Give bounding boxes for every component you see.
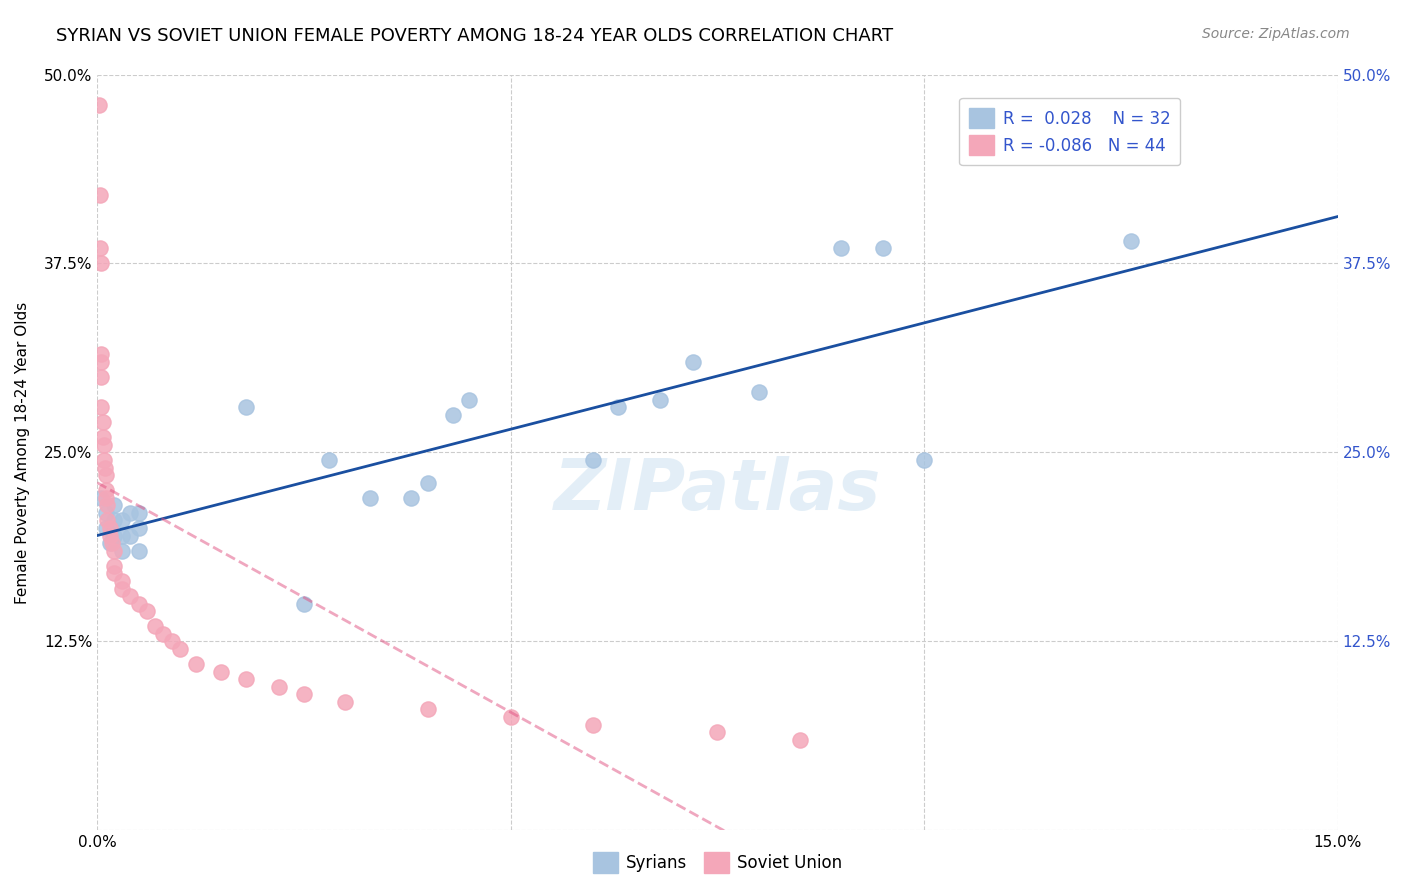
Point bbox=[160, 634, 183, 648]
Point bbox=[111, 513, 134, 527]
Point bbox=[94, 506, 117, 520]
Point bbox=[143, 619, 166, 633]
Point bbox=[103, 528, 125, 542]
Point bbox=[103, 566, 125, 581]
Point bbox=[607, 400, 630, 414]
Point bbox=[89, 188, 111, 202]
Point bbox=[269, 680, 291, 694]
Point bbox=[912, 453, 935, 467]
Point bbox=[748, 384, 770, 399]
Point bbox=[789, 732, 811, 747]
Point bbox=[111, 528, 134, 542]
Point bbox=[401, 491, 423, 505]
Point bbox=[359, 491, 381, 505]
Point bbox=[706, 725, 728, 739]
Point bbox=[416, 702, 439, 716]
Point bbox=[93, 453, 115, 467]
Point bbox=[98, 536, 121, 550]
Point bbox=[872, 241, 894, 255]
Point bbox=[335, 695, 357, 709]
Point bbox=[98, 528, 121, 542]
Point bbox=[89, 241, 111, 255]
Point bbox=[94, 483, 117, 498]
Point bbox=[103, 543, 125, 558]
Point bbox=[96, 499, 118, 513]
Point bbox=[318, 453, 340, 467]
Point bbox=[135, 604, 157, 618]
Point bbox=[582, 453, 605, 467]
Point bbox=[111, 543, 134, 558]
Point bbox=[128, 543, 150, 558]
Point bbox=[292, 687, 315, 701]
Point bbox=[169, 642, 191, 657]
Point bbox=[90, 347, 112, 361]
Point bbox=[235, 672, 257, 686]
Point bbox=[441, 408, 464, 422]
Point bbox=[93, 460, 115, 475]
Point bbox=[648, 392, 671, 407]
Point bbox=[103, 499, 125, 513]
Point bbox=[90, 491, 112, 505]
Point bbox=[90, 355, 112, 369]
Point bbox=[152, 627, 174, 641]
Point bbox=[120, 528, 142, 542]
Point bbox=[582, 717, 605, 731]
Point bbox=[87, 97, 110, 112]
Point bbox=[94, 468, 117, 483]
Point bbox=[90, 369, 112, 384]
Point bbox=[93, 438, 115, 452]
Point bbox=[186, 657, 208, 672]
Point bbox=[98, 521, 121, 535]
Point bbox=[499, 710, 522, 724]
Point bbox=[682, 355, 704, 369]
Point bbox=[103, 513, 125, 527]
Point bbox=[94, 521, 117, 535]
Point bbox=[120, 506, 142, 520]
Point bbox=[96, 513, 118, 527]
Text: ZIPatlas: ZIPatlas bbox=[554, 456, 882, 524]
Point bbox=[128, 506, 150, 520]
Y-axis label: Female Poverty Among 18-24 Year Olds: Female Poverty Among 18-24 Year Olds bbox=[15, 301, 30, 604]
Point bbox=[416, 475, 439, 490]
Point bbox=[120, 589, 142, 603]
Point bbox=[101, 536, 124, 550]
Point bbox=[128, 597, 150, 611]
Point bbox=[235, 400, 257, 414]
Point bbox=[209, 665, 232, 679]
Text: SYRIAN VS SOVIET UNION FEMALE POVERTY AMONG 18-24 YEAR OLDS CORRELATION CHART: SYRIAN VS SOVIET UNION FEMALE POVERTY AM… bbox=[56, 27, 893, 45]
Point bbox=[91, 430, 114, 444]
Text: Source: ZipAtlas.com: Source: ZipAtlas.com bbox=[1202, 27, 1350, 41]
Point bbox=[103, 558, 125, 573]
Point bbox=[292, 597, 315, 611]
Point bbox=[90, 256, 112, 270]
Legend: Syrians, Soviet Union: Syrians, Soviet Union bbox=[582, 842, 852, 882]
Point bbox=[1119, 234, 1142, 248]
Point bbox=[111, 582, 134, 596]
Point bbox=[90, 400, 112, 414]
Point bbox=[458, 392, 481, 407]
Point bbox=[91, 415, 114, 429]
Point bbox=[128, 521, 150, 535]
Point bbox=[111, 574, 134, 588]
Point bbox=[94, 491, 117, 505]
Point bbox=[830, 241, 852, 255]
